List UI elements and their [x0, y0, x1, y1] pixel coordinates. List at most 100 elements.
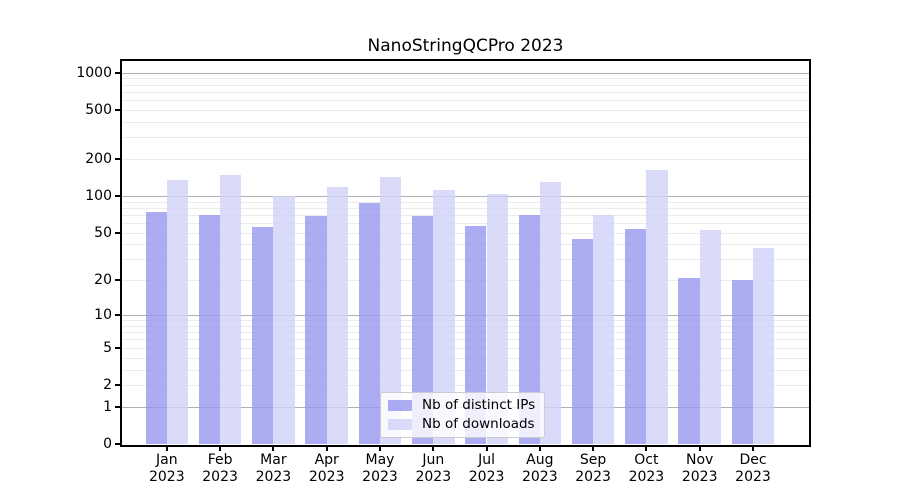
gridline-minor [122, 84, 809, 86]
x-tick [379, 445, 381, 451]
bar-distinct-ips-jan [145, 211, 167, 444]
x-tick-label-month: Sep [579, 452, 607, 468]
bar-distinct-ips-oct [625, 228, 647, 444]
y-tick-label: 1000 [76, 64, 112, 81]
bar-downloads-dec [753, 248, 775, 444]
bar-distinct-ips-feb [198, 214, 220, 444]
y-tick-label: 20 [94, 272, 112, 289]
x-tick [698, 445, 701, 451]
bar-downloads-aug [539, 181, 562, 444]
x-tick-label-year: 2023 [468, 469, 505, 485]
legend-label-distinct-ips: Nb of distinct IPs [422, 397, 536, 413]
gridline-major [122, 195, 809, 197]
bar-downloads-sep [593, 214, 615, 444]
bar-downloads-nov [699, 229, 721, 444]
legend-swatch-downloads-icon [388, 418, 412, 430]
x-tick [432, 445, 435, 451]
x-tick [645, 445, 648, 451]
gridline-minor [122, 121, 809, 123]
legend-item-downloads: Nb of downloads [388, 416, 535, 432]
x-tick [485, 445, 488, 451]
gridline-minor [122, 78, 809, 80]
x-tick-label-year: 2023 [148, 469, 185, 485]
x-tick [538, 445, 541, 451]
y-tick-label: 500 [85, 101, 112, 118]
legend: Nb of distinct IPs Nb of downloads [380, 392, 546, 438]
x-tick-label-month: Aug [526, 452, 554, 468]
y-tick-label: 10 [94, 307, 112, 324]
y-tick [115, 231, 121, 234]
bar-distinct-ips-dec [731, 280, 753, 444]
x-tick [752, 445, 754, 451]
bar-distinct-ips-may [358, 203, 380, 444]
gridline-minor [122, 214, 809, 216]
y-tick [115, 71, 121, 74]
x-tick [325, 445, 328, 451]
x-tick-label-year: 2023 [308, 469, 345, 485]
bar-downloads-feb [220, 175, 242, 444]
x-tick-label-year: 2023 [255, 469, 292, 485]
y-tick [115, 405, 121, 408]
x-tick-label-month: Dec [739, 452, 767, 468]
y-tick [115, 314, 121, 317]
gridline-minor [122, 223, 809, 224]
chart-title: NanoStringQCPro 2023 [367, 36, 564, 56]
x-tick [219, 445, 222, 451]
gridline-minor [122, 109, 809, 111]
x-tick-label-year: 2023 [628, 469, 665, 485]
x-tick-label-month: Feb [207, 452, 233, 468]
gridline-minor [122, 91, 809, 93]
x-tick-label-year: 2023 [681, 469, 718, 485]
bar-distinct-ips-mar [252, 226, 274, 444]
x-tick-label-month: May [365, 452, 395, 468]
y-tick [115, 346, 121, 349]
bar-downloads-oct [646, 169, 668, 444]
x-tick-label-year: 2023 [415, 469, 452, 485]
x-tick-label-year: 2023 [575, 469, 611, 485]
gridline-minor [122, 201, 809, 203]
y-tick-label: 50 [94, 224, 112, 241]
bar-downloads-jul [486, 193, 508, 444]
gridline-minor [122, 158, 809, 160]
y-tick-label: 5 [103, 339, 112, 356]
y-tick [115, 108, 121, 111]
y-tick [115, 443, 121, 445]
y-tick [115, 383, 121, 386]
bar-distinct-ips-apr [305, 216, 327, 444]
plot-area [120, 59, 811, 447]
bar-distinct-ips-jun [411, 215, 434, 444]
y-tick-label: 1 [103, 398, 112, 415]
bar-distinct-ips-jul [465, 225, 487, 444]
y-tick [115, 157, 121, 160]
x-tick-label-month: Jun [422, 452, 445, 468]
y-tick [115, 194, 121, 197]
bar-downloads-apr [326, 187, 348, 444]
bar-distinct-ips-nov [678, 277, 700, 444]
bar-downloads-may [380, 177, 402, 444]
x-tick-label-month: Jan [156, 452, 178, 468]
bar-downloads-jun [433, 189, 455, 444]
x-tick-label-year: 2023 [521, 469, 558, 485]
x-tick-label-month: Nov [686, 452, 714, 468]
x-tick [165, 445, 168, 451]
bar-downloads-jan [166, 179, 189, 444]
x-tick-label-month: Oct [634, 452, 659, 468]
y-tick [115, 279, 121, 282]
gridline-minor [122, 207, 809, 209]
x-tick-label-year: 2023 [735, 469, 771, 485]
x-tick [272, 445, 275, 451]
x-tick [592, 445, 595, 451]
y-tick-label: 2 [103, 376, 112, 393]
gridline-minor [122, 137, 809, 139]
x-tick-label-month: Jul [478, 452, 496, 468]
legend-label-downloads: Nb of downloads [422, 416, 535, 432]
bar-downloads-mar [273, 196, 295, 444]
x-tick-label-month: Mar [260, 452, 287, 468]
y-tick-label: 200 [85, 150, 112, 167]
legend-swatch-distinct-ips-icon [388, 399, 412, 411]
gridline-minor [122, 100, 809, 101]
gridline-major [122, 72, 809, 74]
bar-distinct-ips-sep [571, 239, 594, 444]
x-tick-label-year: 2023 [362, 469, 398, 485]
